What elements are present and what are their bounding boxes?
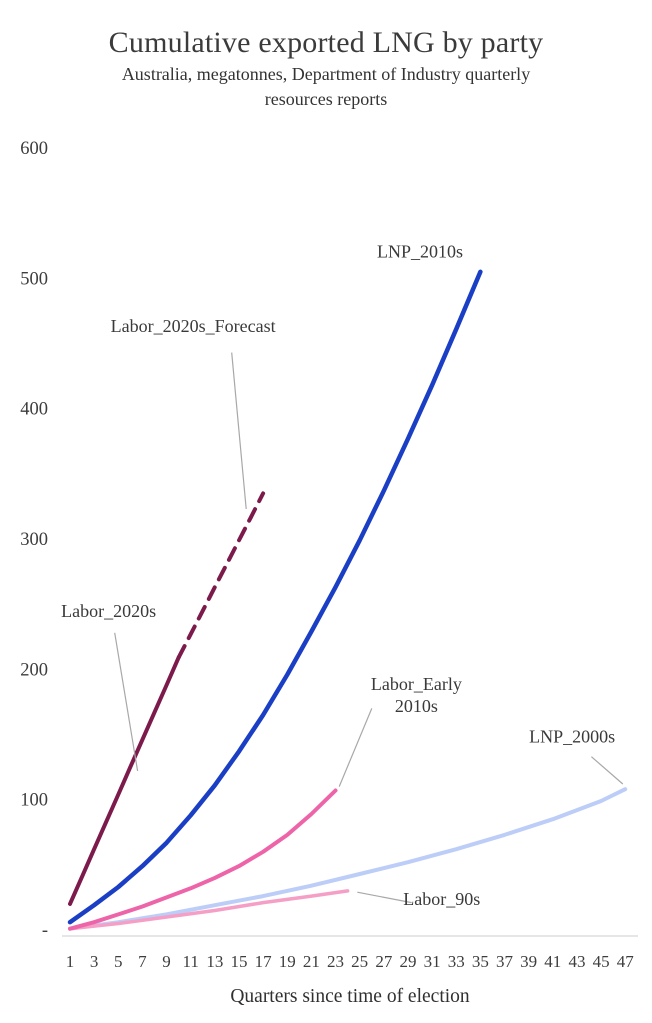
x-tick-label-33: 33: [448, 952, 465, 971]
x-tick-label-25: 25: [351, 952, 368, 971]
x-axis-title: Quarters since time of election: [230, 986, 470, 1007]
x-tick-label-43: 43: [568, 952, 585, 971]
x-tick-label-27: 27: [375, 952, 393, 971]
series-label-Labor_2020s_Forecast: Labor_2020s_Forecast: [111, 316, 276, 336]
chart-subtitle-line-2: resources reports: [264, 89, 388, 109]
x-tick-label-9: 9: [162, 952, 171, 971]
series-line-LNP_2010s: [67, 269, 483, 925]
y-tick-label-600: 600: [20, 139, 48, 159]
leader-line-Labor_2020s: [114, 632, 139, 772]
series-label-Labor_2020s: Labor_2020s: [61, 601, 156, 621]
series-line-Labor_Early_2010s: [68, 788, 338, 931]
leader-line-LNP_2000s: [591, 756, 624, 785]
x-tick-label-29: 29: [399, 952, 416, 971]
y-tick-label-500: 500: [20, 269, 48, 289]
x-tick-label-37: 37: [496, 952, 514, 971]
x-tick-label-15: 15: [230, 952, 247, 971]
x-tick-label-13: 13: [206, 952, 223, 971]
x-tick-label-7: 7: [138, 952, 147, 971]
x-tick-label-21: 21: [303, 952, 320, 971]
x-tick-label-39: 39: [520, 952, 537, 971]
series-label-Labor_Early_2010s: 2010s: [395, 696, 438, 716]
chart-title: Cumulative exported LNG by party: [108, 26, 544, 59]
series-label-Labor_90s: Labor_90s: [403, 889, 480, 909]
x-tick-label-19: 19: [279, 952, 296, 971]
x-tick-label-45: 45: [593, 952, 610, 971]
series-line-LNP_2000s: [68, 787, 628, 931]
x-tick-label-41: 41: [544, 952, 561, 971]
series-line-Labor_2020s_Forecast: [176, 491, 266, 660]
series-label-LNP_2000s: LNP_2000s: [529, 726, 615, 746]
x-tick-label-17: 17: [255, 952, 273, 971]
series-label-Labor_Early_2010s: Labor_Early: [371, 674, 462, 694]
x-tick-label-3: 3: [90, 952, 99, 971]
chart-subtitle-line-1: Australia, megatonnes, Department of Ind…: [121, 64, 531, 84]
y-tick-label-0: -: [42, 921, 48, 941]
y-tick-label-400: 400: [20, 400, 48, 420]
x-tick-label-11: 11: [183, 952, 199, 971]
x-tick-label-23: 23: [327, 952, 344, 971]
x-tick-label-47: 47: [617, 952, 635, 971]
series-line-Labor_90s: [68, 889, 350, 931]
leader-line-Labor_2020s_Forecast: [231, 352, 247, 510]
y-tick-label-300: 300: [20, 530, 48, 550]
y-tick-label-100: 100: [20, 791, 48, 811]
series-line-Labor_2020s: [68, 655, 181, 906]
leader-line-Labor_Early_2010s: [338, 708, 373, 787]
x-tick-label-31: 31: [424, 952, 441, 971]
y-tick-label-200: 200: [20, 660, 48, 680]
x-tick-label-35: 35: [472, 952, 489, 971]
x-tick-label-1: 1: [66, 952, 75, 971]
series-label-LNP_2010s: LNP_2010s: [377, 242, 463, 262]
x-tick-label-5: 5: [114, 952, 123, 971]
leader-line-Labor_90s: [357, 891, 412, 904]
